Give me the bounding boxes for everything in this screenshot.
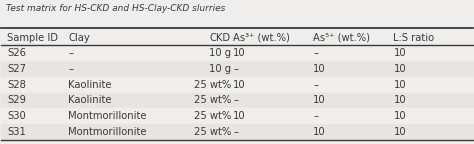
Bar	[1, 77, 473, 93]
Text: –: –	[313, 80, 319, 90]
Bar	[1, 61, 473, 77]
Bar	[1, 124, 473, 140]
Text: S30: S30	[7, 111, 26, 121]
Text: 10: 10	[393, 127, 406, 137]
Bar	[1, 108, 473, 124]
Text: 10: 10	[233, 111, 246, 121]
Text: Test matrix for HS-CKD and HS-Clay-CKD slurries: Test matrix for HS-CKD and HS-Clay-CKD s…	[6, 4, 225, 13]
Text: 10 g: 10 g	[209, 48, 231, 58]
Text: 10: 10	[233, 48, 246, 58]
Text: 10: 10	[393, 48, 406, 58]
Text: Clay: Clay	[68, 33, 90, 42]
Bar	[1, 93, 473, 108]
Text: S26: S26	[7, 48, 26, 58]
Text: –: –	[233, 64, 238, 74]
Text: S29: S29	[7, 95, 26, 105]
Text: 25 wt%: 25 wt%	[193, 95, 231, 105]
Text: 10: 10	[313, 127, 326, 137]
Text: 10: 10	[313, 64, 326, 74]
Text: 10: 10	[393, 64, 406, 74]
Text: 10: 10	[233, 80, 246, 90]
Text: Montmorillonite: Montmorillonite	[68, 127, 147, 137]
Text: 25 wt%: 25 wt%	[193, 127, 231, 137]
Text: L:S ratio: L:S ratio	[393, 33, 435, 42]
Text: CKD: CKD	[210, 33, 231, 42]
Text: 10: 10	[393, 80, 406, 90]
Text: S31: S31	[7, 127, 26, 137]
Text: As⁵⁺ (wt.%): As⁵⁺ (wt.%)	[313, 33, 370, 42]
Text: 10: 10	[313, 95, 326, 105]
Bar	[1, 45, 473, 61]
Text: Sample ID: Sample ID	[7, 33, 58, 42]
Text: S27: S27	[7, 64, 26, 74]
Text: 10 g: 10 g	[209, 64, 231, 74]
Text: –: –	[68, 64, 73, 74]
Text: –: –	[233, 95, 238, 105]
Text: 25 wt%: 25 wt%	[193, 111, 231, 121]
Text: As³⁺ (wt.%): As³⁺ (wt.%)	[233, 33, 290, 42]
Text: Montmorillonite: Montmorillonite	[68, 111, 147, 121]
Text: –: –	[313, 111, 319, 121]
Text: 10: 10	[393, 111, 406, 121]
Text: S28: S28	[7, 80, 26, 90]
Text: Kaolinite: Kaolinite	[68, 80, 112, 90]
Text: –: –	[313, 48, 319, 58]
Text: 25 wt%: 25 wt%	[193, 80, 231, 90]
Text: –: –	[68, 48, 73, 58]
Text: 10: 10	[393, 95, 406, 105]
Text: Kaolinite: Kaolinite	[68, 95, 112, 105]
Text: –: –	[233, 127, 238, 137]
